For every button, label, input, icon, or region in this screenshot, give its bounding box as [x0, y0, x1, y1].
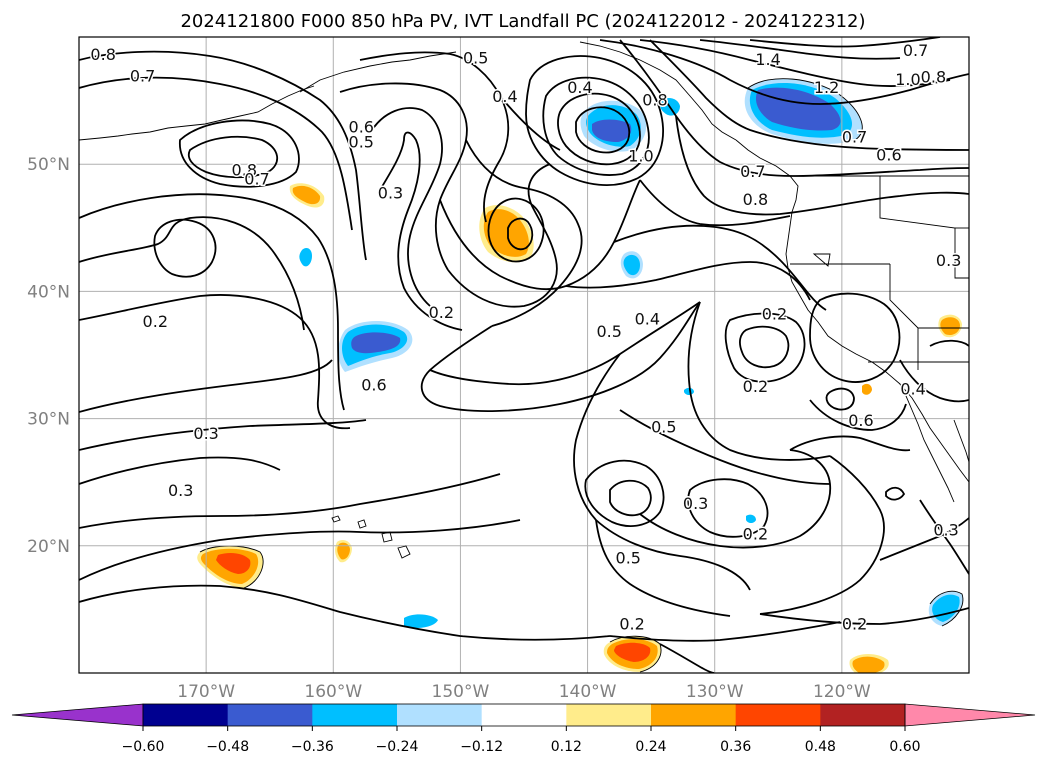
- contour-label: 0.8: [232, 161, 257, 180]
- map-title: 2024121800 F000 850 hPa PV, IVT Landfall…: [180, 11, 865, 32]
- contour-label: 0.4: [567, 78, 592, 97]
- colorbar-segment: [820, 704, 906, 726]
- contour-label: 0.5: [596, 322, 621, 341]
- contour-label: 0.8: [921, 68, 946, 87]
- contour-label: 0.7: [903, 41, 928, 60]
- longitude-labels: 170°W 160°W 150°W 140°W 130°W 120°W: [177, 682, 871, 702]
- longitude-label: 160°W: [304, 682, 362, 702]
- colorbar: −0.60 −0.48 −0.36 −0.24 −0.12 0.12 0.24 0.36 0.4…: [11, 703, 1036, 755]
- contour-label: 0.3: [936, 251, 961, 270]
- contour-label: 0.7: [130, 66, 155, 85]
- colorbar-tick-label: −0.36: [291, 739, 334, 755]
- contour-label: 0.3: [378, 183, 403, 202]
- latitude-label: 40°N: [27, 282, 70, 302]
- colorbar-segment: [481, 704, 567, 726]
- contour-label: 0.2: [143, 312, 168, 331]
- colorbar-segment: [143, 704, 229, 726]
- longitude-label: 120°W: [813, 682, 871, 702]
- contour-label: 0.7: [740, 162, 765, 181]
- colorbar-tick-label: 0.60: [889, 739, 920, 755]
- contour-label: 0.7: [244, 169, 269, 188]
- colorbar-tick-label: 0.36: [720, 739, 751, 755]
- longitude-label: 140°W: [559, 682, 617, 702]
- pv-contours: [79, 37, 969, 673]
- colorbar-tick-label: −0.48: [206, 739, 249, 755]
- map-panel: 0.80.70.60.50.80.70.30.20.60.20.30.30.50…: [78, 36, 970, 674]
- contour-label: 0.3: [193, 424, 218, 443]
- contour-label: 0.7: [842, 127, 867, 146]
- contour-label: 0.4: [492, 87, 517, 106]
- contour-label: 0.5: [616, 549, 641, 568]
- contour-label: 0.2: [429, 303, 454, 322]
- longitude-label: 170°W: [177, 682, 235, 702]
- latitude-label: 50°N: [27, 155, 70, 175]
- pv-anomaly-shading: [197, 78, 963, 673]
- contour-label: 0.5: [463, 49, 488, 68]
- colorbar-tick-label: 0.12: [551, 739, 582, 755]
- contour-label: 0.8: [642, 91, 667, 110]
- contour-label: 0.5: [349, 133, 374, 152]
- contour-label: 0.2: [762, 304, 787, 323]
- colorbar-tick-label: −0.60: [122, 739, 165, 755]
- contour-label: 0.5: [651, 418, 676, 437]
- colorbar-segment: [735, 704, 821, 726]
- map-frame: [78, 36, 970, 674]
- contour-label: 0.2: [842, 615, 867, 634]
- contour-label: 0.8: [743, 190, 768, 209]
- longitude-label: 130°W: [686, 682, 744, 702]
- contour-label: 0.6: [848, 411, 873, 430]
- contour-label: 1.0: [895, 70, 920, 89]
- contour-label: 0.6: [361, 376, 386, 395]
- latitude-label: 30°N: [27, 410, 70, 430]
- colorbar-tick-label: −0.12: [460, 739, 503, 755]
- colorbar-segment: [651, 704, 737, 726]
- latitude-labels: 50°N 40°N 30°N 20°N: [27, 155, 70, 557]
- contour-label: 0.2: [619, 615, 644, 634]
- contour-label: 0.4: [900, 379, 925, 398]
- graticule: [79, 37, 969, 673]
- colorbar-frame: [142, 703, 906, 727]
- contour-label: 0.6: [349, 117, 374, 136]
- contour-label: 0.2: [743, 524, 768, 543]
- colorbar-segment: [227, 704, 313, 726]
- latitude-label: 20°N: [27, 537, 70, 557]
- colorbar-tick-label: 0.24: [635, 739, 666, 755]
- contour-label: 0.3: [683, 494, 708, 513]
- contour-label: 1.4: [755, 50, 780, 69]
- colorbar-tick-label: −0.24: [376, 739, 419, 755]
- contour-label: 0.3: [168, 481, 193, 500]
- colorbar-under-extension: [11, 703, 144, 727]
- colorbar-segment: [397, 704, 483, 726]
- colorbar-segment: [566, 704, 652, 726]
- contour-label: 0.2: [743, 377, 768, 396]
- contour-label: 1.0: [628, 147, 653, 166]
- coastlines: [79, 41, 969, 559]
- contour-label: 0.6: [876, 145, 901, 164]
- contour-label: 0.3: [933, 521, 958, 540]
- contour-label: 0.4: [635, 309, 660, 328]
- colorbar-over-extension: [904, 703, 1036, 727]
- colorbar-tick-label: 0.48: [805, 739, 836, 755]
- longitude-label: 150°W: [432, 682, 490, 702]
- contour-labels: 0.80.70.60.50.80.70.30.20.60.20.30.30.50…: [89, 39, 963, 635]
- contour-label: 0.8: [90, 45, 115, 64]
- colorbar-segment: [312, 704, 398, 726]
- contour-label: 1.2: [814, 78, 839, 97]
